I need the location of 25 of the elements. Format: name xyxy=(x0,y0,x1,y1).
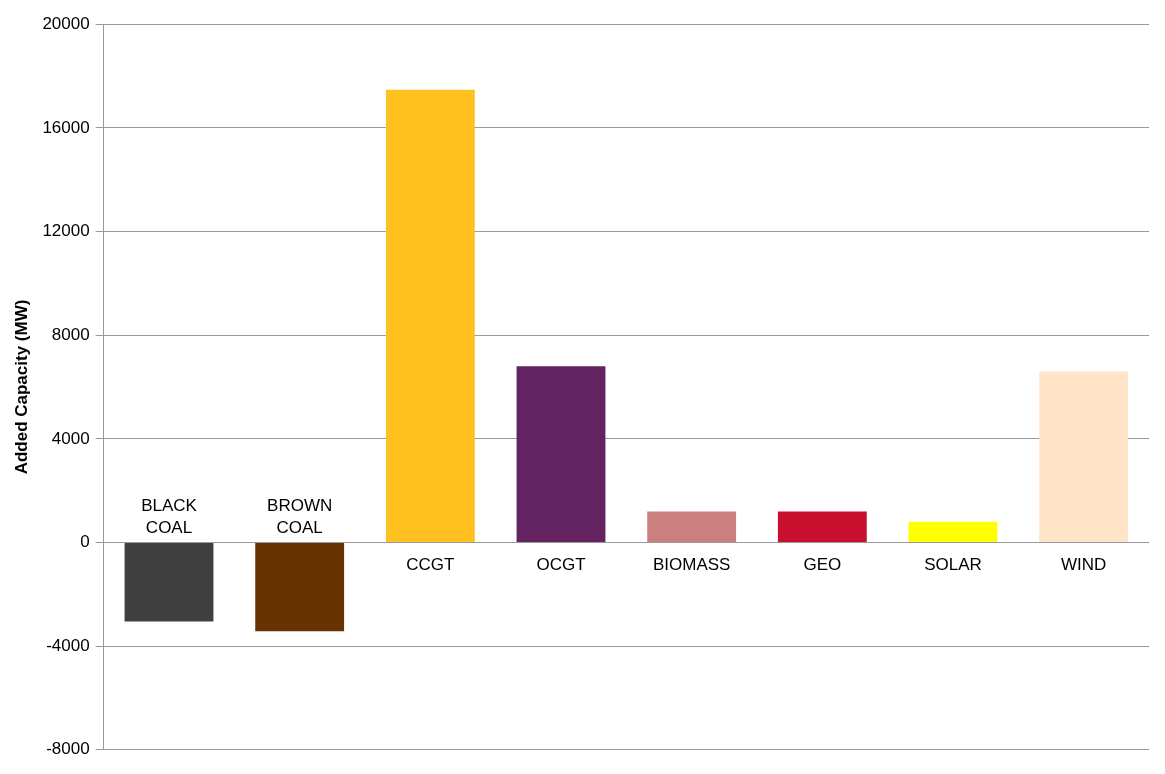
y-tick-label: 16000 xyxy=(42,117,90,137)
bar xyxy=(124,542,214,622)
bar xyxy=(908,521,998,542)
x-tick-label: OCGT xyxy=(536,554,586,574)
y-axis-title: Added Capacity (MW) xyxy=(11,299,31,475)
y-tick-label: 0 xyxy=(80,532,90,552)
x-tick-label: SOLAR xyxy=(924,554,982,574)
x-tick-label: WIND xyxy=(1061,554,1107,574)
x-tick-label: BROWN COAL xyxy=(267,495,333,537)
x-tick-label: BIOMASS xyxy=(652,554,731,574)
x-tick-label: BLACK COAL xyxy=(141,495,198,537)
bar xyxy=(255,542,345,632)
y-tick-label: 12000 xyxy=(42,221,90,241)
bar xyxy=(516,366,606,542)
y-tick-label: 8000 xyxy=(51,324,90,344)
bar xyxy=(777,511,867,542)
y-tick-label: -4000 xyxy=(46,635,90,655)
y-tick-label: 20000 xyxy=(42,13,90,33)
y-tick-label: 4000 xyxy=(51,428,90,448)
bar xyxy=(647,511,737,542)
bar xyxy=(1039,371,1129,542)
x-tick-label: GEO xyxy=(803,554,842,574)
bar xyxy=(385,89,475,542)
y-tick-label: -8000 xyxy=(46,739,90,759)
x-tick-label: CCGT xyxy=(406,554,455,574)
